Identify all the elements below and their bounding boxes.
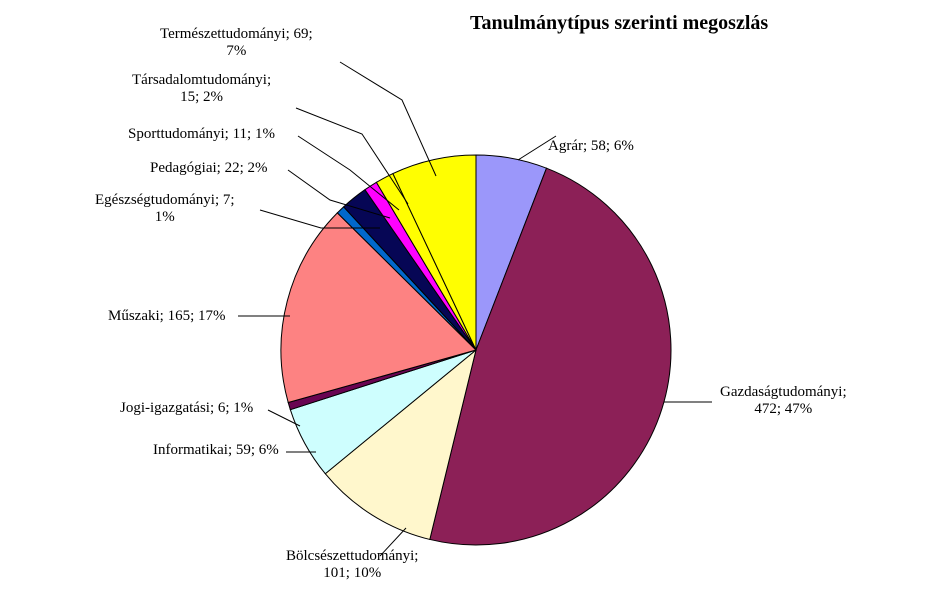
label-gazdas-gtudom-nyi: Gazdaságtudományi; 472; 47% bbox=[720, 384, 847, 418]
label-jogi-igazgat-si: Jogi-igazgatási; 6; 1% bbox=[120, 400, 253, 417]
label-agr-r: Agrár; 58; 6% bbox=[548, 138, 634, 155]
label-term-szettudom-nyi: Természettudományi; 69; 7% bbox=[160, 26, 313, 60]
label-m-szaki: Műszaki; 165; 17% bbox=[108, 308, 226, 325]
label-t-rsadalomtudom-nyi: Társadalomtudományi; 15; 2% bbox=[132, 72, 271, 106]
label-b-lcs-szettudom-nyi: Bölcsészettudományi; 101; 10% bbox=[286, 548, 418, 582]
label-sporttudom-nyi: Sporttudományi; 11; 1% bbox=[128, 126, 275, 143]
label-pedag-giai: Pedagógiai; 22; 2% bbox=[150, 160, 267, 177]
label-informatikai: Informatikai; 59; 6% bbox=[153, 442, 279, 459]
leader-term-szettudom-nyi bbox=[340, 62, 436, 176]
label-eg-szs-gtudom-nyi: Egészségtudományi; 7; 1% bbox=[95, 192, 235, 226]
